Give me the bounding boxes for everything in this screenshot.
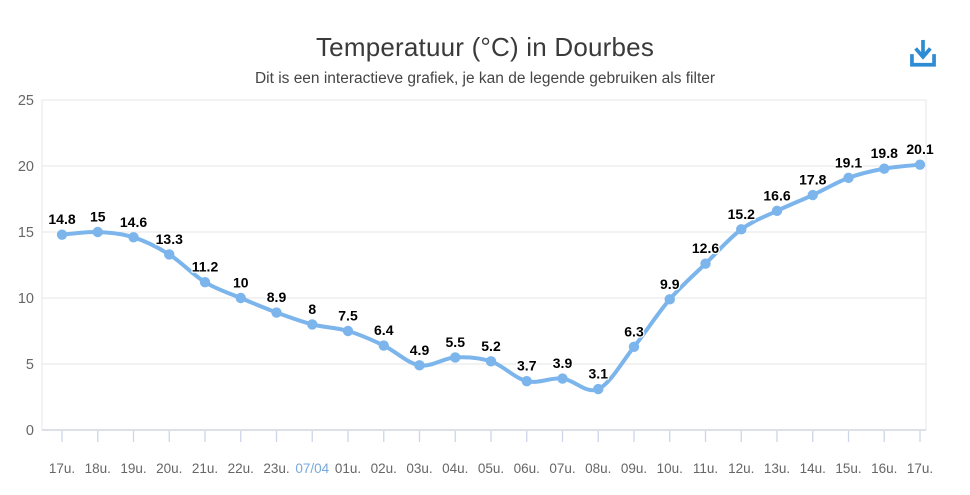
x-axis-label: 14u.	[800, 461, 826, 476]
x-axis-label: 02u.	[371, 461, 397, 476]
page-title: Temperatuur (°C) in Dourbes	[315, 32, 655, 62]
x-axis-label: 09u.	[621, 461, 647, 476]
data-point[interactable]	[342, 325, 354, 337]
data-point-label: 7.5	[338, 308, 358, 324]
data-point[interactable]	[92, 226, 103, 238]
x-axis-label: 22u.	[228, 461, 254, 476]
y-axis-label: 15	[18, 225, 34, 241]
data-point-label: 6.3	[624, 323, 644, 339]
x-axis-label: 20u.	[156, 461, 182, 476]
x-axis-label: 03u.	[406, 461, 432, 476]
download-button[interactable]	[904, 33, 942, 71]
data-point[interactable]	[235, 292, 246, 304]
data-point[interactable]	[378, 340, 389, 351]
data-point-label: 20.1	[906, 141, 933, 157]
y-axis-label: 25	[18, 95, 34, 109]
x-axis-label: 12u.	[728, 461, 754, 476]
data-point-label: 3.7	[517, 358, 537, 374]
temperature-line-chart[interactable]: 0 5 10 15 20 25 17u. 18u. 19u. 20u. 21u. 22u. 23u. 07…	[0, 95, 970, 495]
data-point[interactable]	[128, 232, 139, 243]
data-point[interactable]	[628, 341, 640, 353]
x-axis-label: 17u.	[907, 461, 933, 476]
data-point[interactable]	[199, 276, 211, 288]
x-axis-label: 18u.	[85, 461, 111, 476]
data-point-label: 15	[90, 209, 106, 225]
data-point[interactable]	[164, 249, 175, 260]
x-axis-label: 21u.	[192, 461, 218, 476]
x-axis-label: 01u.	[335, 461, 361, 476]
data-point-label: 3.9	[553, 355, 573, 371]
y-axis-label: 0	[26, 423, 34, 439]
data-point[interactable]	[914, 159, 926, 170]
data-point-label: 11.2	[192, 259, 219, 275]
x-axis-label: 06u.	[514, 461, 540, 476]
x-axis-label: 10u.	[657, 461, 683, 476]
data-point-label: 19.8	[871, 145, 898, 161]
data-point-label: 10	[233, 275, 249, 291]
x-axis-label: 13u.	[764, 461, 790, 476]
data-point[interactable]	[879, 163, 890, 174]
data-point[interactable]	[521, 375, 532, 387]
x-axis-label: 08u.	[585, 461, 611, 476]
plot-border	[41, 99, 927, 431]
y-axis-label: 20	[18, 159, 34, 175]
data-point-label: 15.2	[728, 206, 755, 222]
download-icon	[910, 39, 936, 67]
data-point-label: 16.6	[763, 187, 790, 203]
data-point-label: 17.8	[799, 172, 826, 188]
x-axis-label: 05u.	[478, 461, 504, 476]
chart-subtitle: Dit is een interactieve grafiek, je kan …	[254, 70, 716, 87]
data-point[interactable]	[807, 189, 818, 201]
data-point[interactable]	[593, 383, 604, 395]
x-axis-label: 07u.	[549, 461, 575, 476]
data-point-label: 3.1	[589, 366, 609, 382]
data-point[interactable]	[843, 172, 854, 184]
data-point-label: 6.4	[374, 322, 394, 338]
data-point-label: 14.8	[48, 211, 75, 227]
data-point[interactable]	[771, 205, 783, 217]
y-axis-label: 5	[26, 357, 34, 373]
data-point[interactable]	[557, 373, 568, 384]
data-point-label: 13.3	[156, 231, 183, 247]
data-point[interactable]	[271, 307, 282, 318]
data-point[interactable]	[414, 360, 425, 371]
data-point[interactable]	[450, 352, 461, 363]
data-point-label: 8	[308, 301, 316, 317]
x-axis-label: 19u.	[120, 461, 146, 476]
data-point-label: 14.6	[120, 214, 147, 230]
data-point-label: 12.6	[692, 240, 719, 256]
y-axis-label: 10	[18, 291, 34, 307]
data-point[interactable]	[700, 258, 711, 269]
x-axis-label: 23u.	[263, 461, 289, 476]
x-axis-label: 04u.	[442, 461, 468, 476]
data-point[interactable]	[56, 229, 68, 240]
data-point[interactable]	[736, 224, 747, 235]
x-axis-label: 17u.	[49, 461, 75, 476]
data-point-label: 5.5	[446, 334, 466, 350]
data-point-label: 8.9	[267, 289, 287, 305]
x-axis-label: 15u.	[835, 461, 861, 476]
data-point[interactable]	[664, 294, 675, 305]
x-axis-label: 11u.	[693, 461, 718, 476]
data-point-label: 5.2	[481, 338, 501, 354]
data-point-label: 4.9	[410, 342, 430, 358]
x-axis-label-date: 07/04	[295, 461, 329, 476]
data-point[interactable]	[485, 356, 497, 367]
data-point-label: 19.1	[835, 154, 862, 170]
x-axis-label: 16u.	[871, 461, 897, 476]
data-point[interactable]	[307, 319, 318, 330]
chart-header: Temperatuur (°C) in Dourbes Dit is een i…	[0, 0, 970, 88]
data-point-label: 9.9	[660, 276, 680, 292]
